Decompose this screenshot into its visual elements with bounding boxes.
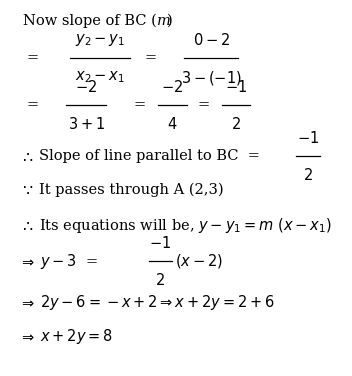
Text: $2y - 6 = -x+2 \Rightarrow x + 2y = 2+6$: $2y - 6 = -x+2 \Rightarrow x + 2y = 2+6$: [40, 293, 276, 312]
Text: =: =: [26, 98, 38, 112]
Text: $\because$: $\because$: [19, 181, 34, 199]
Text: Its equations will be, $y - y_1 = m\ (x - x_1)$: Its equations will be, $y - y_1 = m\ (x …: [39, 216, 332, 235]
Text: $\therefore$: $\therefore$: [19, 147, 34, 165]
Text: $x + 2y = 8$: $x + 2y = 8$: [40, 327, 114, 346]
Text: $2$: $2$: [155, 272, 165, 288]
Text: $y_2 - y_1$: $y_2 - y_1$: [75, 32, 125, 48]
Text: $\Rightarrow$: $\Rightarrow$: [19, 329, 36, 344]
Text: Slope of line parallel to BC  =: Slope of line parallel to BC =: [39, 149, 259, 163]
Text: $\Rightarrow$: $\Rightarrow$: [19, 254, 36, 268]
Text: $-2$: $-2$: [75, 79, 97, 95]
Text: $2$: $2$: [231, 116, 241, 132]
Text: Now slope of BC (: Now slope of BC (: [23, 14, 157, 28]
Text: $-2$: $-2$: [162, 79, 183, 95]
Text: $\Rightarrow$: $\Rightarrow$: [19, 296, 36, 310]
Text: =: =: [144, 51, 156, 65]
Text: $x_2 - x_1$: $x_2 - x_1$: [75, 69, 125, 85]
Text: $4$: $4$: [167, 116, 178, 132]
Text: $2$: $2$: [303, 167, 313, 183]
Text: $3+1$: $3+1$: [68, 116, 105, 132]
Text: It passes through A (2,3): It passes through A (2,3): [39, 183, 224, 197]
Text: $3-(-1)$: $3-(-1)$: [181, 69, 242, 87]
Text: $y - 3$  =: $y - 3$ =: [40, 252, 99, 271]
Text: $(x - 2)$: $(x - 2)$: [175, 252, 223, 270]
Text: =: =: [197, 98, 209, 112]
Text: $-1$: $-1$: [297, 129, 319, 146]
Text: =: =: [133, 98, 145, 112]
Text: $\therefore$: $\therefore$: [19, 217, 34, 234]
Text: =: =: [26, 51, 38, 65]
Text: $0 - 2$: $0 - 2$: [193, 32, 230, 48]
Text: $-1$: $-1$: [225, 79, 247, 95]
Text: $-1$: $-1$: [149, 235, 171, 251]
Text: ): ): [167, 14, 172, 28]
Text: m: m: [157, 14, 170, 28]
